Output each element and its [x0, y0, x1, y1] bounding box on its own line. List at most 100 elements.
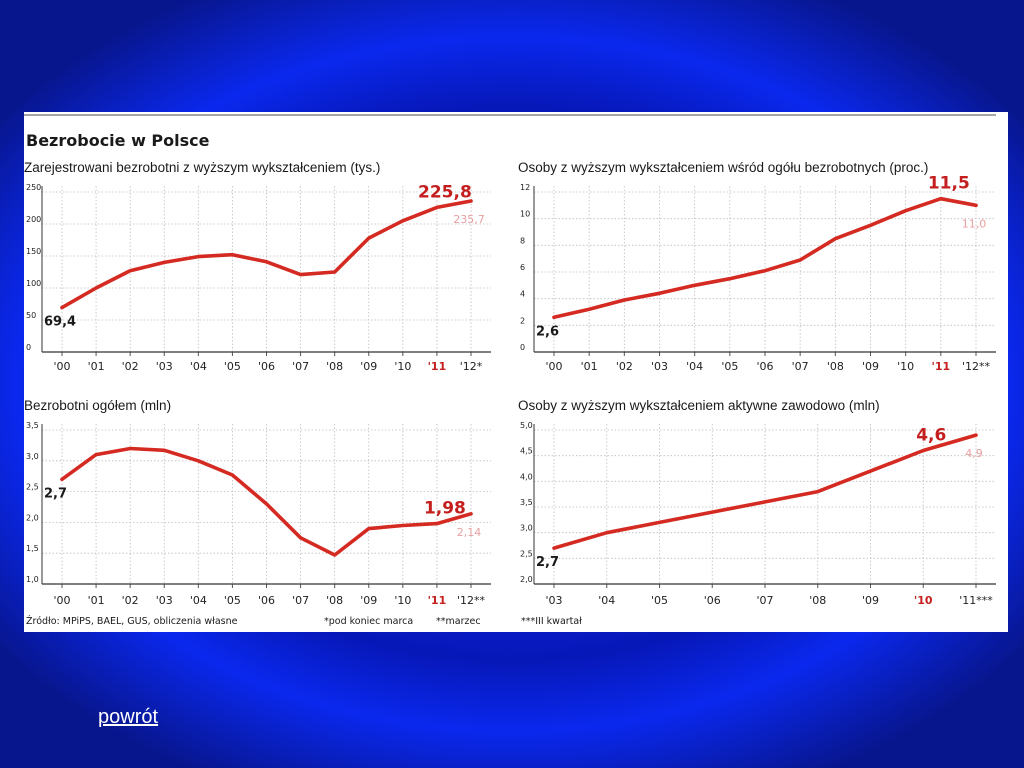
y-tick-label: 3,0: [26, 452, 39, 461]
y-tick-label: 2,5: [520, 549, 533, 558]
series-line: [552, 433, 978, 550]
y-tick-label: 6: [520, 263, 525, 272]
x-tick-label: '09: [360, 360, 377, 373]
x-tick-label: '11: [428, 594, 447, 607]
x-tick-label: '10: [914, 594, 933, 607]
y-tick-label: 1,0: [26, 575, 39, 584]
x-tick-label: '03: [651, 360, 668, 373]
x-tick-label: '07: [792, 360, 809, 373]
figure-title: Bezrobocie w Polsce: [26, 131, 210, 150]
infographic: Bezrobocie w Polsce Źródło: MPiPS, BAEL,…: [24, 112, 1008, 632]
start-value-label: 69,4: [44, 315, 76, 330]
x-tick-label: '03: [156, 594, 173, 607]
chart-panel-4: Osoby z wyższym wykształceniem aktywne z…: [518, 398, 996, 607]
y-tick-label: 3,0: [520, 524, 533, 533]
x-tick-label: '08: [326, 360, 343, 373]
x-tick-label: '02: [122, 594, 139, 607]
x-tick-label: '09: [862, 594, 879, 607]
y-tick-label: 8: [520, 236, 525, 245]
x-tick-label: '04: [686, 360, 703, 373]
x-tick-label: '01: [581, 360, 598, 373]
y-tick-label: 0: [26, 343, 31, 352]
x-tick-label: '11***: [959, 594, 993, 607]
y-tick-label: 2,0: [520, 575, 533, 584]
x-tick-label: '04: [190, 594, 207, 607]
y-tick-label: 4: [520, 290, 525, 299]
y-tick-label: 4,5: [520, 447, 533, 456]
x-tick-label: '03: [545, 594, 562, 607]
footnote-3: ***III kwartał: [521, 616, 582, 627]
x-tick-label: '10: [394, 360, 411, 373]
start-value-label: 2,7: [44, 486, 67, 501]
series-line: [60, 199, 473, 310]
x-tick-label: '10: [394, 594, 411, 607]
series-line: [552, 196, 978, 320]
y-tick-label: 200: [26, 215, 41, 224]
x-tick-label: '09: [862, 360, 879, 373]
chart-title: Zarejestrowani bezrobotni z wyższym wyks…: [24, 160, 380, 175]
chart-title: Bezrobotni ogółem (mln): [24, 398, 171, 413]
x-tick-label: '05: [224, 360, 241, 373]
x-tick-label: '05: [721, 360, 738, 373]
y-tick-label: 12: [520, 183, 530, 192]
source-note: Źródło: MPiPS, BAEL, GUS, obliczenia wła…: [26, 615, 238, 627]
chart-title: Osoby z wyższym wykształceniem aktywne z…: [518, 398, 880, 413]
y-tick-label: 2,5: [26, 483, 39, 492]
x-tick-label: '08: [827, 360, 844, 373]
y-tick-label: 2,0: [26, 513, 39, 522]
y-tick-label: 1,5: [26, 544, 39, 553]
projection-value-label: 4,9: [965, 447, 983, 460]
x-tick-label: '12**: [962, 360, 991, 373]
highlight-value-label: 1,98: [424, 499, 466, 519]
x-tick-label: '05: [651, 594, 668, 607]
y-tick-label: 3,5: [520, 498, 533, 507]
y-tick-label: 10: [520, 210, 530, 219]
x-tick-label: '02: [122, 360, 139, 373]
y-tick-label: 0: [520, 343, 525, 352]
x-tick-label: '07: [292, 360, 309, 373]
x-tick-label: '01: [88, 360, 105, 373]
x-tick-label: '02: [616, 360, 633, 373]
start-value-label: 2,6: [536, 324, 559, 339]
x-tick-label: '08: [326, 594, 343, 607]
series-line: [60, 446, 473, 557]
x-tick-label: '00: [53, 360, 70, 373]
y-tick-label: 2: [520, 316, 525, 325]
projection-value-label: 2,14: [457, 526, 482, 539]
x-tick-label: '07: [756, 594, 773, 607]
y-tick-label: 4,0: [520, 472, 533, 481]
y-tick-label: 5,0: [520, 421, 533, 430]
x-tick-label: '03: [156, 360, 173, 373]
x-tick-label: '01: [88, 594, 105, 607]
x-tick-label: '04: [190, 360, 207, 373]
start-value-label: 2,7: [536, 555, 559, 570]
x-tick-label: '12**: [457, 594, 486, 607]
back-link[interactable]: powrót: [98, 706, 159, 728]
x-tick-label: '07: [292, 594, 309, 607]
highlight-value-label: 225,8: [418, 182, 472, 202]
x-tick-label: '06: [704, 594, 721, 607]
x-tick-label: '12*: [460, 360, 483, 373]
x-tick-label: '11: [931, 360, 950, 373]
infographic-svg: Bezrobocie w Polsce Źródło: MPiPS, BAEL,…: [24, 114, 996, 627]
projection-value-label: 235,7: [453, 213, 485, 226]
highlight-value-label: 4,6: [916, 426, 946, 446]
x-tick-label: '08: [809, 594, 826, 607]
footnote-1: *pod koniec marca: [324, 616, 413, 627]
y-tick-label: 250: [26, 183, 41, 192]
x-tick-label: '06: [756, 360, 773, 373]
x-tick-label: '06: [258, 360, 275, 373]
y-tick-label: 150: [26, 247, 41, 256]
x-tick-label: '10: [897, 360, 914, 373]
x-tick-label: '06: [258, 594, 275, 607]
projection-value-label: 11,0: [962, 217, 987, 230]
chart-title: Osoby z wyższym wykształceniem wśród ogó…: [518, 160, 928, 175]
chart-panel-1: Zarejestrowani bezrobotni z wyższym wyks…: [24, 160, 491, 373]
x-tick-label: '00: [53, 594, 70, 607]
y-tick-label: 3,5: [26, 421, 39, 430]
y-tick-label: 100: [26, 279, 41, 288]
x-tick-label: '04: [598, 594, 615, 607]
footnote-2: **marzec: [436, 616, 481, 627]
highlight-value-label: 11,5: [928, 174, 970, 194]
x-tick-label: '11: [428, 360, 447, 373]
